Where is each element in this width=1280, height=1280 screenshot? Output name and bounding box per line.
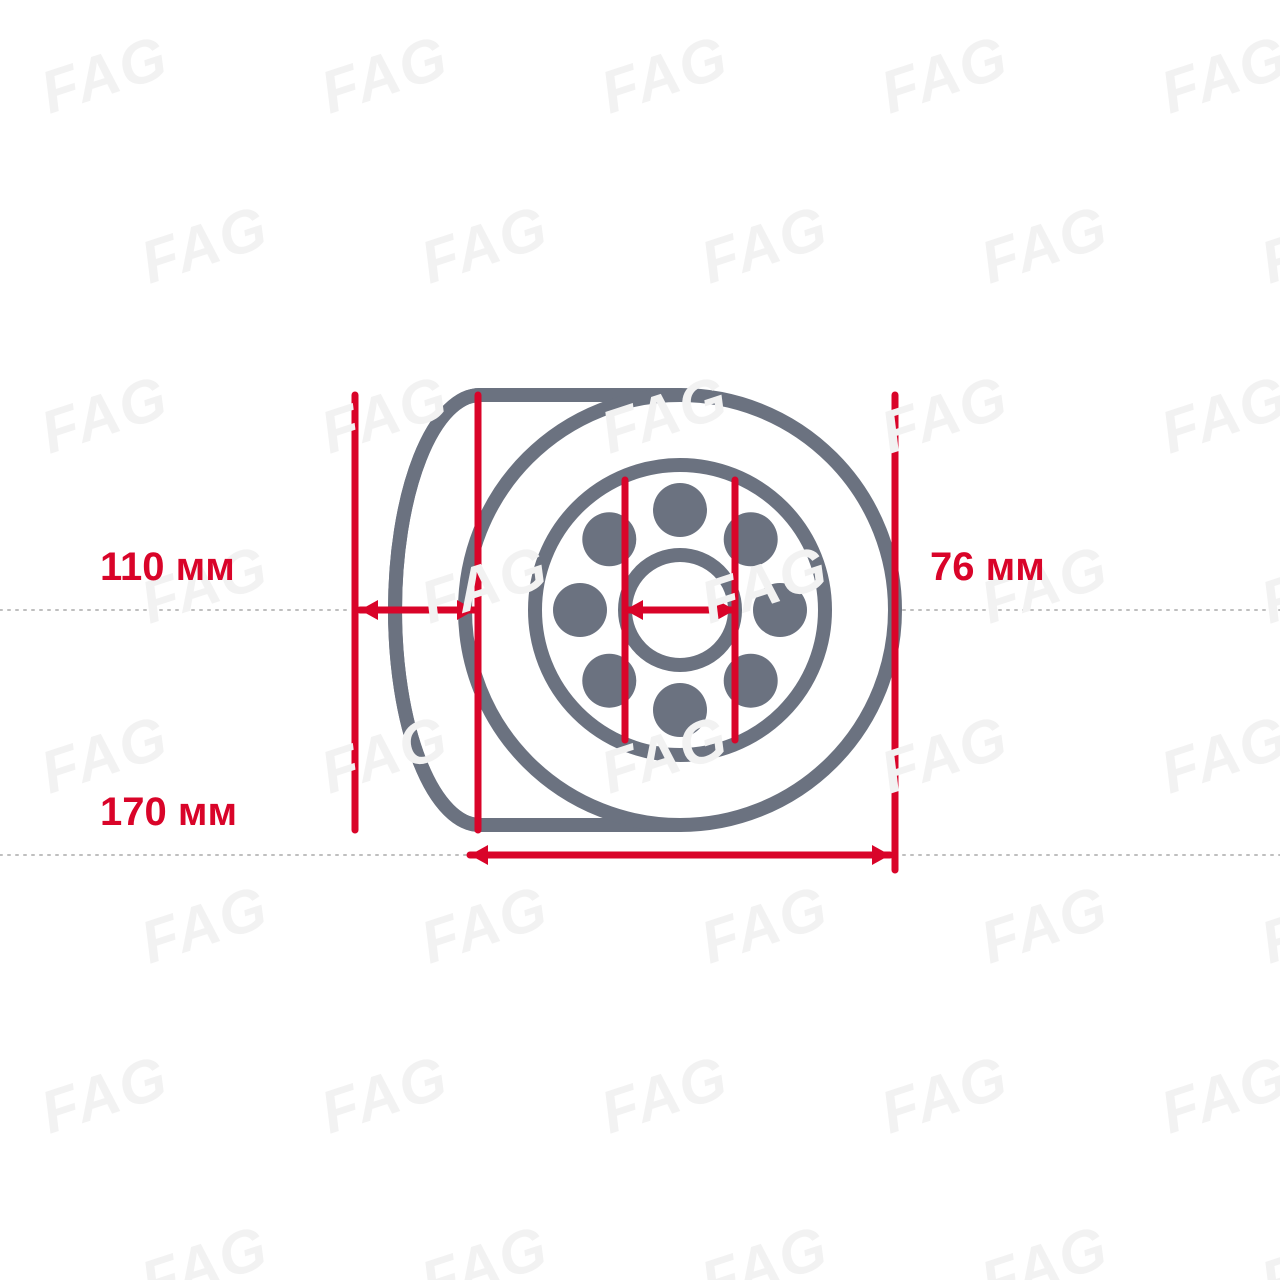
- label-inner-diameter: 76 мм: [930, 545, 1045, 590]
- diagram-stage: FAGFAGFAGFAGFAGFAGFAGFAGFAGFAGFAGFAGFAGF…: [0, 0, 1280, 1280]
- label-outer-diameter: 170 мм: [100, 790, 237, 835]
- label-width: 110 мм: [100, 545, 235, 590]
- bearing-diagram-svg: [0, 0, 1280, 1280]
